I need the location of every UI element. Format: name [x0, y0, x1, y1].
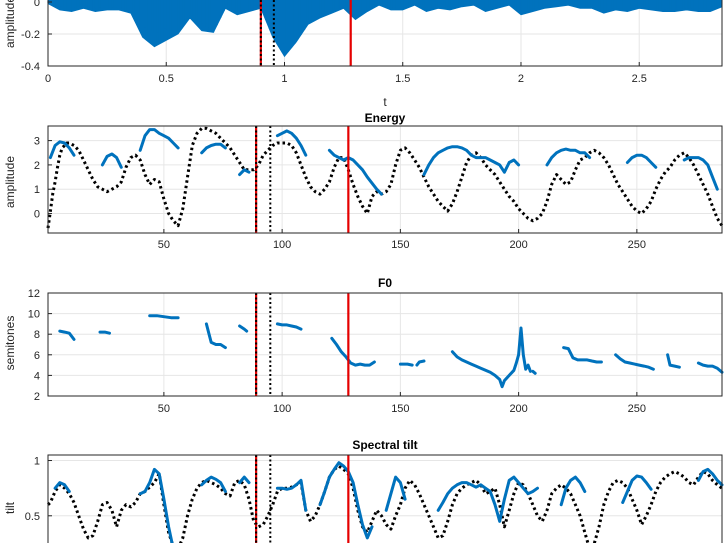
f0-voiced-segment: [98, 330, 111, 335]
spectral-tilt-panel: Spectral tilt tilt 1 0.5: [3, 438, 724, 543]
energy-panel: Energy amplitude 50 100 150 200 250 3 2 1 0: [3, 111, 724, 251]
spectral-tilt-voiced-segment: [275, 478, 308, 512]
spectral-tilt-voiced-segment: [53, 481, 71, 493]
f0-ytick-label: 2: [34, 391, 40, 403]
energy-xtick-label: 100: [273, 239, 291, 251]
energy-voiced-segment: [238, 168, 251, 177]
energy-ytick-label: 1: [34, 184, 40, 196]
f0-axes-box: [47, 292, 723, 397]
energy-ylabel: amplitude: [3, 156, 17, 208]
f0-ytick-label: 6: [34, 350, 40, 362]
f0-voiced-segment: [531, 369, 537, 375]
energy-ytick-label: 2: [34, 160, 40, 172]
spectral-tilt-title: Spectral tilt: [352, 438, 417, 452]
energy-voiced-segment: [422, 145, 521, 177]
f0-title: F0: [378, 276, 392, 290]
energy-voiced-segment: [100, 152, 123, 169]
waveform-xtick-label: 2: [518, 73, 524, 85]
waveform-panel: amplitude t 0 0.5 1 1.5 2 2.5 0 -0.2 -0.4: [3, 0, 723, 109]
energy-title: Energy: [365, 111, 406, 125]
f0-xtick-label: 100: [273, 403, 291, 415]
waveform-ylabel: amplitude: [3, 0, 17, 48]
waveform-xtick-label: 1: [281, 73, 287, 85]
spectral-tilt-voiced-segment: [238, 475, 251, 485]
spectral-tilt-axes-box: [47, 454, 723, 543]
waveform-xtick-label: 0.5: [159, 73, 174, 85]
f0-voiced-segment: [450, 326, 532, 389]
f0-voiced-segment: [148, 314, 180, 320]
waveform-axes-box: [47, 0, 723, 67]
spectral-tilt-voiced-segment: [318, 461, 374, 540]
energy-axes-box: [47, 125, 723, 234]
energy-xtick-label: 50: [158, 239, 170, 251]
waveform-xlabel: t: [383, 95, 387, 109]
f0-voiced-segment: [415, 359, 426, 367]
spectral-tilt-voiced-segment: [559, 475, 587, 507]
spectral-tilt-series-line: [46, 464, 723, 543]
f0-xtick-label: 250: [628, 403, 646, 415]
f0-voiced-segment: [562, 346, 603, 364]
f0-voiced-segment: [330, 336, 376, 367]
spectral-tilt-ytick-label: 1: [34, 456, 40, 468]
spectral-tilt-voiced-segment: [621, 474, 653, 504]
energy-ytick-label: 0: [34, 209, 40, 221]
energy-voiced-segment: [200, 142, 227, 155]
f0-ytick-label: 10: [28, 309, 40, 321]
waveform-ytick-label: -0.2: [21, 29, 40, 41]
energy-xtick-label: 150: [391, 239, 409, 251]
spectral-tilt-voiced-segment: [200, 475, 227, 493]
energy-xtick-label: 250: [628, 239, 646, 251]
spectral-tilt-ylabel: tilt: [3, 501, 17, 514]
waveform-xtick-label: 0: [45, 73, 51, 85]
energy-xtick-label: 200: [509, 239, 527, 251]
energy-voiced-segment: [682, 156, 719, 191]
energy-series-line: [46, 126, 724, 229]
spectral-tilt-voiced-segment: [436, 475, 539, 523]
energy-voiced-segment: [275, 129, 308, 157]
f0-ytick-label: 8: [34, 329, 40, 341]
energy-voiced-segment: [138, 128, 180, 152]
waveform-ytick-label: -0.4: [21, 61, 40, 73]
f0-xtick-label: 50: [158, 403, 170, 415]
waveform-xtick-label: 2.5: [632, 73, 647, 85]
f0-voiced-segment: [666, 353, 681, 369]
energy-ytick-label: 3: [34, 136, 40, 148]
energy-voiced-segment: [48, 140, 76, 160]
energy-voiced-segment: [625, 153, 658, 169]
energy-voiced-segment: [327, 148, 383, 196]
spectral-tilt-ytick-label: 0.5: [25, 511, 40, 523]
spectral-tilt-voiced-segment: [696, 467, 724, 487]
waveform-xtick-label: 1.5: [395, 73, 410, 85]
f0-ytick-label: 4: [34, 370, 40, 382]
f0-panel: F0 semitones 50 100 150 200 250 12 10 8 6 4 2: [3, 276, 724, 415]
f0-ylabel: semitones: [3, 316, 17, 371]
f0-voiced-segment: [238, 324, 249, 333]
f0-xtick-label: 150: [391, 403, 409, 415]
spectral-tilt-voiced-segment: [138, 467, 174, 543]
energy-voiced-segment: [545, 147, 592, 167]
f0-voiced-segment: [275, 322, 303, 331]
spectral-tilt-voiced-segment: [384, 475, 407, 512]
f0-voiced-segment: [614, 353, 655, 371]
f0-xtick-label: 200: [509, 403, 527, 415]
f0-voiced-segment: [204, 322, 227, 350]
waveform-ytick-label: 0: [34, 0, 40, 9]
f0-ytick-label: 12: [28, 288, 40, 300]
f0-voiced-segment: [398, 362, 414, 367]
f0-voiced-segment: [696, 361, 724, 374]
f0-voiced-segment: [58, 329, 76, 341]
